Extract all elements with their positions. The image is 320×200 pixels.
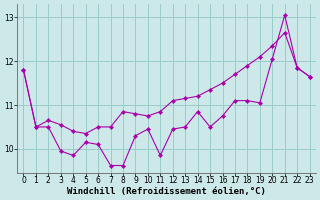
X-axis label: Windchill (Refroidissement éolien,°C): Windchill (Refroidissement éolien,°C) bbox=[67, 187, 266, 196]
